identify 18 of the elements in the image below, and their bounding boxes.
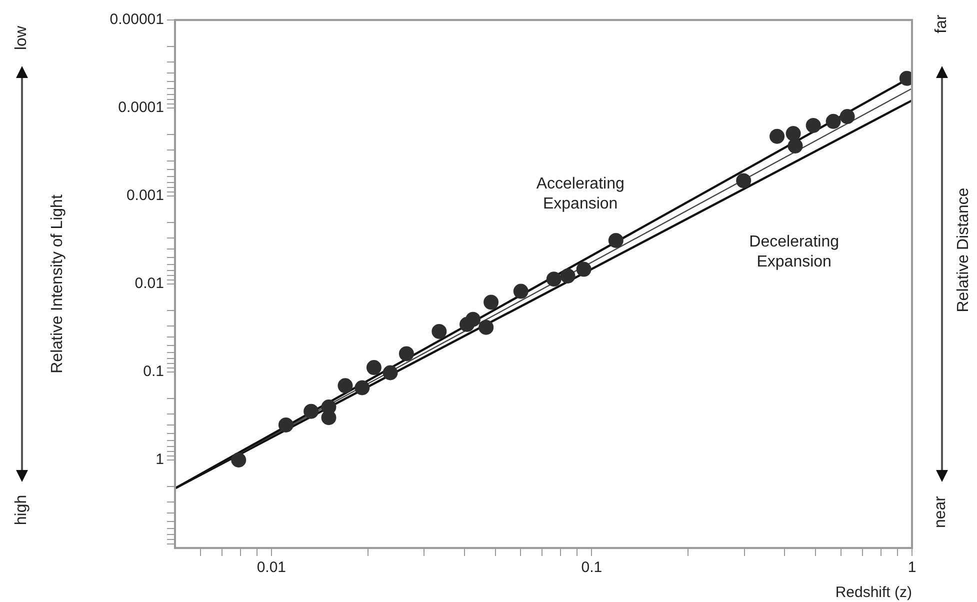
annotation: Decelerating Expansion [749,234,839,271]
text: high [13,494,31,526]
y-tick-label: 0.00001 [110,11,164,28]
text: near [932,496,950,528]
y-tick-label: 0.0001 [118,99,164,116]
y2-axis-title: Relative Distance [955,188,973,312]
text: far [933,14,951,34]
x-axis-title: Redshift (z) [835,584,912,602]
x-tick-label: 0.01 [256,559,286,576]
x-tick-label: 0.1 [581,559,602,576]
y-tick-label: 0.1 [143,363,164,380]
x-tick-label: 1 [908,559,916,576]
y-tick-label: 1 [156,451,164,468]
text: low [13,26,31,50]
y-axis-title: Relative Intensity of Light [49,194,66,374]
annotation: Accelerating Expansion [536,176,624,213]
y-tick-label: 0.001 [126,187,164,204]
y-tick-label: 0.01 [134,275,164,292]
